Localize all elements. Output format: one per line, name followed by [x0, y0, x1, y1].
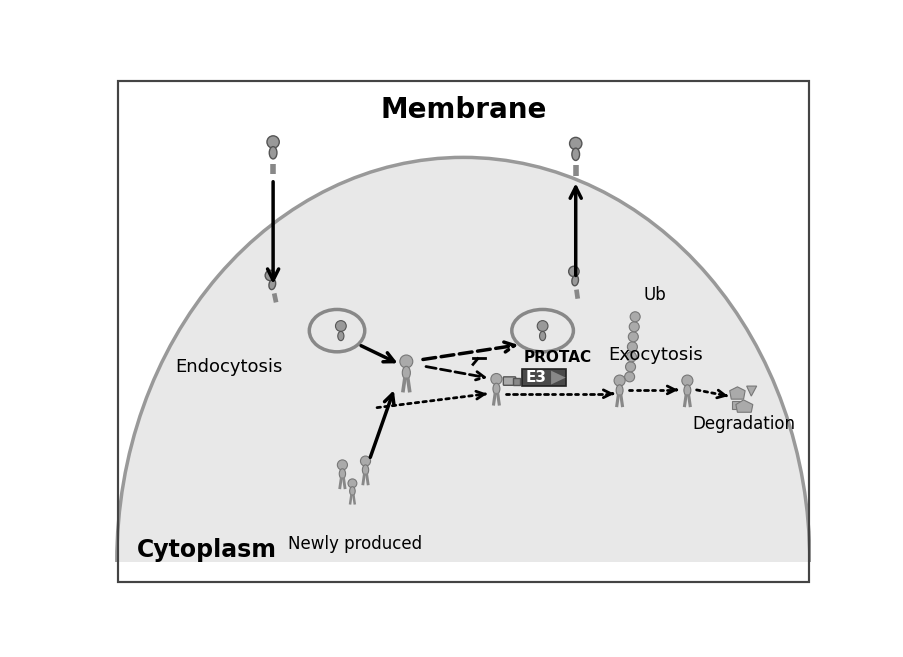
Ellipse shape: [349, 487, 355, 495]
Text: Degradation: Degradation: [692, 415, 795, 434]
Circle shape: [627, 342, 637, 351]
Circle shape: [348, 479, 357, 487]
Circle shape: [266, 136, 279, 148]
Polygon shape: [729, 387, 744, 399]
Ellipse shape: [116, 158, 809, 657]
Circle shape: [624, 372, 634, 382]
Circle shape: [335, 321, 346, 331]
Text: Exocytosis: Exocytosis: [608, 346, 702, 364]
Bar: [521, 369, 566, 386]
Circle shape: [613, 375, 625, 386]
Polygon shape: [551, 371, 565, 384]
Ellipse shape: [492, 383, 499, 394]
FancyBboxPatch shape: [503, 377, 515, 385]
Text: Ub: Ub: [643, 286, 666, 304]
Ellipse shape: [684, 385, 690, 396]
Circle shape: [265, 270, 275, 281]
Ellipse shape: [572, 148, 579, 160]
Ellipse shape: [402, 367, 410, 379]
Circle shape: [360, 456, 370, 466]
Ellipse shape: [616, 385, 622, 396]
Polygon shape: [735, 400, 752, 412]
Ellipse shape: [339, 468, 345, 479]
Text: Cytoplasm: Cytoplasm: [136, 537, 276, 562]
Circle shape: [399, 355, 413, 368]
Text: PROTAC: PROTAC: [523, 350, 591, 365]
Circle shape: [337, 460, 347, 470]
Circle shape: [681, 375, 692, 386]
Circle shape: [490, 374, 501, 384]
Ellipse shape: [539, 331, 545, 340]
Circle shape: [629, 312, 639, 322]
Circle shape: [536, 321, 547, 331]
Text: E3: E3: [525, 370, 545, 385]
Text: Newly produced: Newly produced: [288, 535, 422, 553]
Circle shape: [628, 332, 638, 342]
Polygon shape: [746, 386, 756, 396]
FancyBboxPatch shape: [513, 378, 519, 384]
Ellipse shape: [269, 147, 276, 159]
Bar: [731, 401, 741, 409]
Text: Endocytosis: Endocytosis: [175, 357, 283, 376]
Circle shape: [568, 266, 579, 277]
Ellipse shape: [268, 279, 275, 290]
Circle shape: [628, 322, 638, 332]
Ellipse shape: [338, 331, 343, 340]
Circle shape: [626, 351, 636, 362]
Text: Membrane: Membrane: [379, 96, 546, 124]
Circle shape: [569, 137, 582, 150]
Bar: [116, 562, 811, 585]
Ellipse shape: [572, 275, 578, 286]
Ellipse shape: [362, 465, 368, 475]
Circle shape: [625, 362, 635, 372]
